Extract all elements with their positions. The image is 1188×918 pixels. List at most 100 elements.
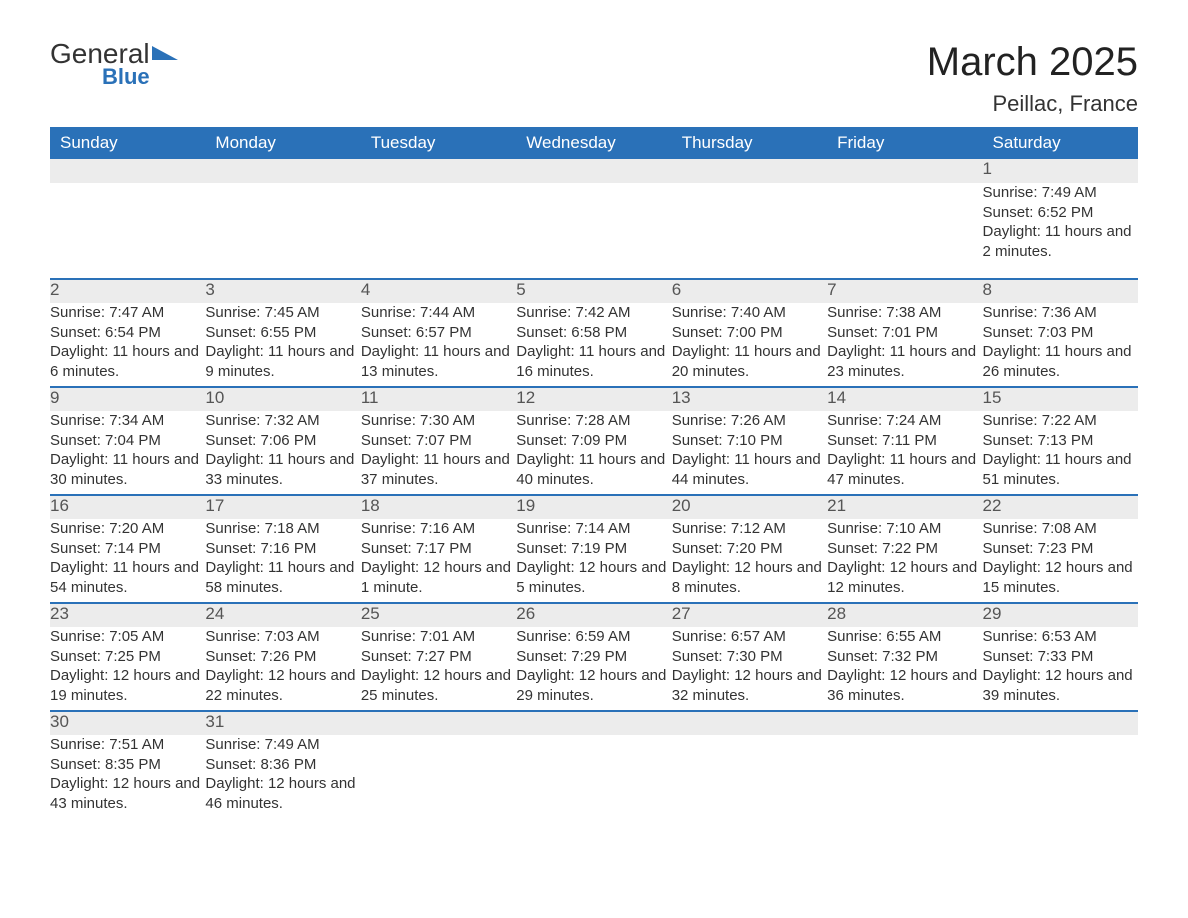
sunrise-line: Sunrise: 7:16 AM [361,519,516,539]
weekday-header: Thursday [672,127,827,159]
daylight-line: Daylight: 12 hours and 39 minutes. [983,666,1138,705]
weekday-header: Saturday [983,127,1138,159]
day-number-cell: 14 [827,387,982,411]
sunset-line: Sunset: 7:04 PM [50,431,205,451]
day-detail-cell [827,183,982,279]
day-detail-cell: Sunrise: 6:59 AMSunset: 7:29 PMDaylight:… [516,627,671,711]
sunrise-line: Sunrise: 7:30 AM [361,411,516,431]
weekday-header: Tuesday [361,127,516,159]
sunrise-line: Sunrise: 7:03 AM [205,627,360,647]
sunset-line: Sunset: 7:26 PM [205,647,360,667]
day-detail-cell [827,735,982,819]
day-number-cell: 16 [50,495,205,519]
daylight-line: Daylight: 11 hours and 44 minutes. [672,450,827,489]
day-detail-cell: Sunrise: 7:12 AMSunset: 7:20 PMDaylight:… [672,519,827,603]
sunrise-line: Sunrise: 7:44 AM [361,303,516,323]
sunset-line: Sunset: 7:29 PM [516,647,671,667]
day-detail-cell: Sunrise: 7:16 AMSunset: 7:17 PMDaylight:… [361,519,516,603]
day-number-cell [983,711,1138,735]
daylight-line: Daylight: 11 hours and 13 minutes. [361,342,516,381]
daylight-line: Daylight: 12 hours and 1 minute. [361,558,516,597]
day-detail-cell: Sunrise: 7:26 AMSunset: 7:10 PMDaylight:… [672,411,827,495]
day-number-cell [827,159,982,183]
sunrise-line: Sunrise: 7:42 AM [516,303,671,323]
daylight-line: Daylight: 11 hours and 51 minutes. [983,450,1138,489]
day-number-cell: 28 [827,603,982,627]
day-detail-cell [516,735,671,819]
daylight-line: Daylight: 11 hours and 9 minutes. [205,342,360,381]
sunrise-line: Sunrise: 7:49 AM [205,735,360,755]
day-detail-cell: Sunrise: 7:47 AMSunset: 6:54 PMDaylight:… [50,303,205,387]
day-detail-cell: Sunrise: 7:10 AMSunset: 7:22 PMDaylight:… [827,519,982,603]
day-detail-cell: Sunrise: 7:51 AMSunset: 8:35 PMDaylight:… [50,735,205,819]
sunrise-line: Sunrise: 7:47 AM [50,303,205,323]
day-detail-cell: Sunrise: 6:55 AMSunset: 7:32 PMDaylight:… [827,627,982,711]
day-detail-cell [983,735,1138,819]
daylight-line: Daylight: 12 hours and 46 minutes. [205,774,360,813]
day-number-cell [205,159,360,183]
weekday-header: Monday [205,127,360,159]
day-number-cell [361,711,516,735]
sunset-line: Sunset: 6:58 PM [516,323,671,343]
day-number-cell [672,711,827,735]
daylight-line: Daylight: 11 hours and 20 minutes. [672,342,827,381]
sunset-line: Sunset: 7:09 PM [516,431,671,451]
day-detail-cell [672,735,827,819]
daylight-line: Daylight: 12 hours and 5 minutes. [516,558,671,597]
brand-triangle-icon [152,44,178,62]
daylight-line: Daylight: 12 hours and 25 minutes. [361,666,516,705]
day-number-cell [516,159,671,183]
day-number-cell [50,159,205,183]
daylight-line: Daylight: 11 hours and 58 minutes. [205,558,360,597]
day-number-row: 2345678 [50,279,1138,303]
sunset-line: Sunset: 7:00 PM [672,323,827,343]
daylight-line: Daylight: 11 hours and 30 minutes. [50,450,205,489]
day-number-cell: 10 [205,387,360,411]
day-detail-row: Sunrise: 7:05 AMSunset: 7:25 PMDaylight:… [50,627,1138,711]
weekday-header: Wednesday [516,127,671,159]
day-detail-cell: Sunrise: 7:45 AMSunset: 6:55 PMDaylight:… [205,303,360,387]
brand-logo: General Blue [50,40,178,88]
location-label: Peillac, France [927,91,1138,117]
day-number-cell: 23 [50,603,205,627]
day-detail-cell [361,183,516,279]
weekday-header: Friday [827,127,982,159]
day-detail-row: Sunrise: 7:20 AMSunset: 7:14 PMDaylight:… [50,519,1138,603]
day-number-cell: 20 [672,495,827,519]
sunset-line: Sunset: 7:32 PM [827,647,982,667]
day-number-row: 23242526272829 [50,603,1138,627]
sunset-line: Sunset: 7:06 PM [205,431,360,451]
daylight-line: Daylight: 12 hours and 12 minutes. [827,558,982,597]
day-number-row: 1 [50,159,1138,183]
day-number-cell: 9 [50,387,205,411]
sunrise-line: Sunrise: 6:53 AM [983,627,1138,647]
day-number-row: 9101112131415 [50,387,1138,411]
daylight-line: Daylight: 11 hours and 33 minutes. [205,450,360,489]
day-detail-cell: Sunrise: 6:53 AMSunset: 7:33 PMDaylight:… [983,627,1138,711]
sunset-line: Sunset: 7:16 PM [205,539,360,559]
day-number-cell: 26 [516,603,671,627]
day-number-cell: 4 [361,279,516,303]
day-number-cell: 13 [672,387,827,411]
day-number-cell [672,159,827,183]
day-number-cell: 8 [983,279,1138,303]
day-number-cell: 24 [205,603,360,627]
sunrise-line: Sunrise: 6:57 AM [672,627,827,647]
day-detail-cell: Sunrise: 7:49 AMSunset: 6:52 PMDaylight:… [983,183,1138,279]
day-number-cell: 11 [361,387,516,411]
day-number-cell: 7 [827,279,982,303]
sunset-line: Sunset: 7:22 PM [827,539,982,559]
day-detail-cell [672,183,827,279]
day-number-cell: 27 [672,603,827,627]
day-detail-cell: Sunrise: 7:03 AMSunset: 7:26 PMDaylight:… [205,627,360,711]
day-number-cell: 31 [205,711,360,735]
sunrise-line: Sunrise: 7:18 AM [205,519,360,539]
daylight-line: Daylight: 11 hours and 54 minutes. [50,558,205,597]
sunset-line: Sunset: 7:30 PM [672,647,827,667]
daylight-line: Daylight: 12 hours and 29 minutes. [516,666,671,705]
daylight-line: Daylight: 12 hours and 8 minutes. [672,558,827,597]
day-detail-cell: Sunrise: 7:18 AMSunset: 7:16 PMDaylight:… [205,519,360,603]
calendar-table: Sunday Monday Tuesday Wednesday Thursday… [50,127,1138,819]
sunrise-line: Sunrise: 6:55 AM [827,627,982,647]
day-detail-cell: Sunrise: 7:01 AMSunset: 7:27 PMDaylight:… [361,627,516,711]
